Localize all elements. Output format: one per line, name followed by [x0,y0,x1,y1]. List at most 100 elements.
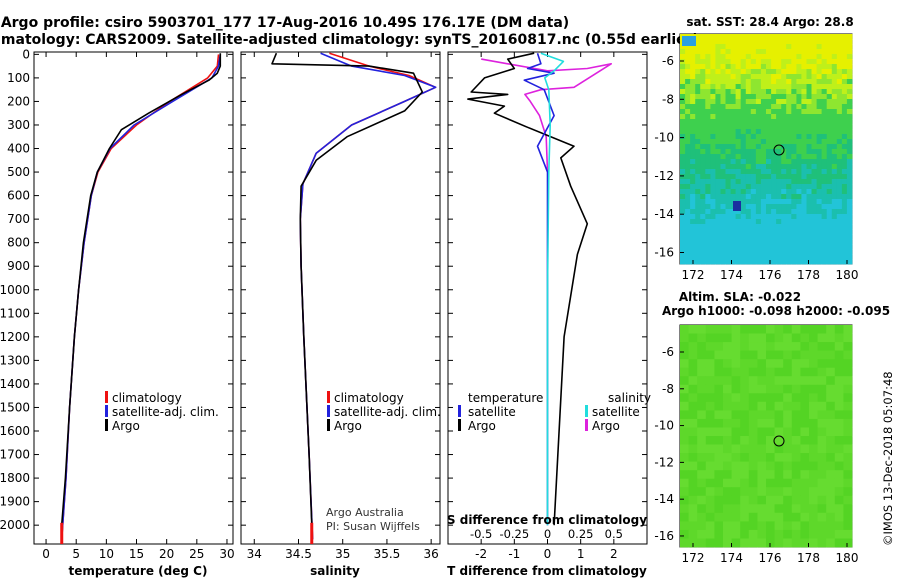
sla-cell [731,478,741,488]
sst-cell [695,69,701,75]
sst-cell [735,89,742,95]
sst-cell [710,104,716,110]
sst-cell [735,229,742,235]
sst-cell [811,94,817,100]
sla-cell [748,521,758,531]
sla-cell [783,350,793,360]
legend-swatch-t-satellite [458,405,461,417]
sst-cell [786,164,792,170]
sst-cell [776,44,782,50]
sst-cell [750,69,757,75]
sst-cell [755,259,762,265]
sst-cell [705,224,711,230]
sst-cell [766,119,772,125]
sst-cell [816,199,823,205]
sst-cell [796,209,802,215]
sst-cell [786,89,792,95]
sla-cell [688,512,698,522]
sst-cell [801,64,807,70]
sst-cell [695,119,701,125]
sst-cell [745,199,752,205]
sst-cell [710,254,716,260]
sst-cell [846,39,853,45]
sst-cell [791,184,797,190]
sla-cell [774,384,784,394]
sla-cell [748,470,758,480]
sst-cell [720,244,726,250]
sst-cell [745,239,752,245]
sst-cell [730,229,737,235]
sst-cell [680,109,686,115]
sst-cell [760,124,767,130]
sla-cell [809,401,818,411]
sst-cell [690,99,696,105]
sst-cell [801,204,807,210]
map-x-tick-label: 176 [759,268,782,282]
x-tick-label: 5 [72,547,80,561]
sst-cell [755,114,762,120]
sla-cell [783,504,793,514]
sst-cell [705,89,711,95]
sst-cell [791,94,797,100]
sst-cell [760,74,767,80]
sst-cell [766,234,772,240]
sla-cell [723,436,732,445]
sst-cell [786,59,792,65]
sst-cell [801,249,807,255]
sst-cell [821,194,828,200]
sla-cell [826,367,836,377]
argo-location-marker [773,144,785,156]
sst-cell [786,244,792,250]
sst-cell [690,239,696,245]
sla-cell [680,521,689,531]
sst-cell [791,109,797,115]
sla-cell [697,376,707,386]
sla-cell [843,367,853,377]
sst-cell [806,34,812,40]
sla-cell [748,538,758,548]
sst-cell [760,44,767,50]
sst-cell [796,49,802,55]
sst-cell [705,114,711,120]
sst-cell [730,179,737,185]
sla-cell [740,384,750,394]
sst-cell [816,254,823,260]
sst-cell [786,49,792,55]
sst-cell [715,134,721,140]
sst-cell [720,149,726,155]
sla-cell [791,410,801,420]
sla-cell [766,410,775,420]
sla-cell [748,504,758,514]
sla-cell [834,367,844,377]
sst-cell [685,144,691,150]
sst-cell [826,129,833,135]
sst-cell [836,94,843,100]
sst-cell [831,139,838,145]
sst-cell [760,94,767,100]
sst-cell [791,134,797,140]
x-tick-label: 30 [219,547,234,561]
sla-cell [731,487,741,497]
credit-line-1: Argo Australia [326,506,404,519]
sst-cell [685,199,691,205]
sst-cell [806,39,812,45]
sst-cell [690,139,696,145]
sst-cell [801,234,807,240]
sst-cell [796,219,802,225]
sla-cell [774,495,784,505]
sst-cell [715,199,721,205]
sst-cell [725,59,731,65]
sla-cell [757,376,767,386]
sst-cell [836,164,843,170]
sla-cell [783,393,793,403]
sla-cell [791,512,801,522]
x-tick-label: 15 [129,547,144,561]
sst-cell [745,119,752,125]
sst-cell [755,134,762,140]
sst-cell [690,149,696,155]
map-x-tick-label: 178 [797,268,820,282]
sst-cell [730,39,737,45]
sst-cell [685,234,691,240]
sla-cell [688,359,698,369]
sla-cell [791,436,801,445]
